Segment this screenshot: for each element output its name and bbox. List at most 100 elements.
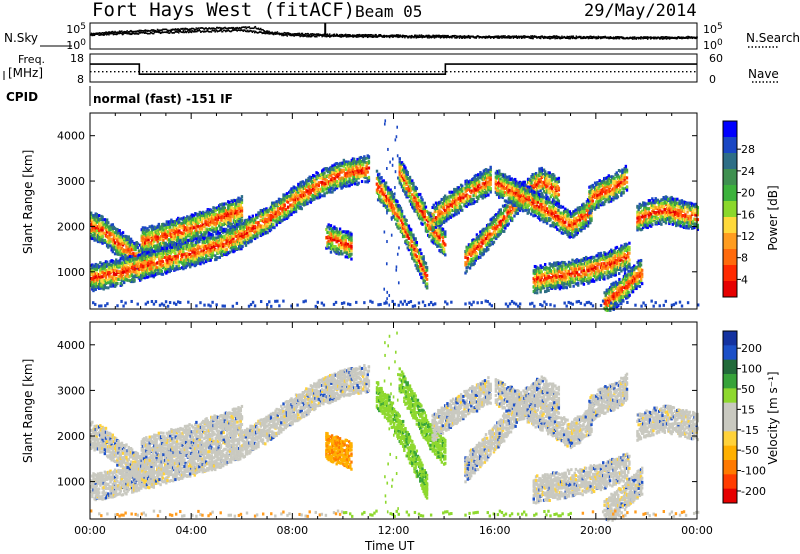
nsearch-point bbox=[125, 32, 128, 34]
nsearch-point bbox=[130, 32, 132, 35]
nsearch-point bbox=[358, 35, 361, 38]
nsky-point bbox=[571, 35, 574, 38]
nsky-point bbox=[228, 27, 231, 29]
nsearch-point bbox=[546, 37, 549, 39]
nsky-point bbox=[261, 28, 263, 31]
nsearch-point bbox=[401, 35, 403, 37]
power-cell bbox=[99, 261, 102, 265]
nsearch-point bbox=[402, 35, 405, 38]
nsky-point bbox=[258, 28, 260, 31]
nsky-point bbox=[178, 28, 181, 31]
nsky-point bbox=[316, 33, 318, 35]
nsearch-point bbox=[296, 34, 298, 37]
nsearch-point bbox=[235, 29, 238, 31]
nsearch-point bbox=[289, 34, 292, 37]
nsearch-point bbox=[369, 35, 372, 38]
nsearch-point bbox=[221, 31, 223, 33]
nsearch-point bbox=[155, 31, 157, 33]
nsky-point bbox=[303, 33, 306, 36]
power-cell bbox=[240, 213, 244, 217]
nsearch-point bbox=[262, 32, 264, 34]
nsearch-point bbox=[217, 30, 219, 32]
nsky-point bbox=[219, 28, 222, 30]
nsky-point bbox=[368, 34, 370, 36]
nsky-point bbox=[572, 35, 575, 37]
nsearch-point bbox=[286, 35, 289, 37]
nsearch-point bbox=[240, 29, 243, 31]
nsky-point bbox=[275, 31, 277, 34]
nsearch-point bbox=[186, 30, 188, 33]
power-cell bbox=[355, 171, 358, 175]
nsky-point bbox=[246, 26, 248, 28]
power-cell bbox=[241, 245, 244, 249]
nsky-point bbox=[362, 34, 364, 36]
nsky-point bbox=[695, 37, 697, 39]
nsky-point bbox=[130, 30, 133, 33]
nsky-point bbox=[124, 30, 126, 33]
nsky-point bbox=[278, 32, 281, 35]
nsky-point bbox=[568, 36, 570, 38]
nsearch-point bbox=[319, 34, 321, 36]
nsearch-point bbox=[256, 32, 259, 34]
power-cell bbox=[250, 239, 253, 243]
nsky-point bbox=[367, 34, 370, 36]
nsearch-point bbox=[492, 36, 494, 38]
nsearch-point bbox=[417, 36, 420, 39]
nsearch-point bbox=[244, 29, 246, 32]
nsearch-point bbox=[334, 34, 336, 37]
power-cell bbox=[169, 229, 172, 233]
nsearch-point bbox=[270, 32, 273, 35]
nsearch-point bbox=[137, 33, 139, 35]
nsky-point bbox=[125, 31, 128, 33]
nsky-point bbox=[230, 27, 232, 29]
nsearch-point bbox=[423, 36, 426, 38]
nsearch-point bbox=[107, 33, 109, 35]
nsky-point bbox=[226, 27, 229, 30]
power-cell bbox=[256, 215, 259, 219]
nsky-point bbox=[650, 37, 653, 40]
nsearch-point bbox=[342, 35, 345, 38]
nsky-point bbox=[144, 29, 147, 31]
nsearch-point bbox=[366, 36, 369, 39]
power-cell bbox=[94, 226, 97, 230]
nsky-point bbox=[283, 31, 285, 34]
nsearch-point bbox=[290, 34, 292, 37]
nsky-point bbox=[170, 28, 172, 31]
nsearch-point bbox=[109, 32, 112, 35]
nsky-point bbox=[215, 26, 218, 29]
nsearch-point bbox=[340, 36, 342, 38]
power-cell bbox=[329, 224, 333, 228]
nsearch-point bbox=[177, 30, 179, 33]
nsearch-point bbox=[395, 35, 397, 38]
nsky-point bbox=[240, 26, 243, 29]
nsearch-point bbox=[255, 31, 257, 33]
nsky-point bbox=[291, 33, 294, 35]
nsky-point bbox=[118, 31, 120, 34]
nsky-point bbox=[198, 28, 201, 31]
power-cell bbox=[187, 226, 190, 230]
nsky-point bbox=[237, 27, 240, 30]
power-cell bbox=[169, 225, 172, 229]
nsky-point bbox=[336, 33, 339, 36]
nsky-point bbox=[512, 36, 515, 39]
nsearch-point bbox=[174, 31, 176, 33]
nsky-point bbox=[678, 37, 681, 40]
nsky-point bbox=[504, 35, 506, 37]
nsky-point bbox=[281, 32, 283, 35]
power-cell bbox=[275, 223, 278, 227]
nsearch-point bbox=[374, 36, 377, 38]
nsearch-point bbox=[370, 35, 373, 38]
nsearch-point bbox=[357, 36, 359, 38]
nsky-point bbox=[310, 33, 312, 35]
nsky-point bbox=[635, 37, 638, 39]
nsearch-point bbox=[310, 35, 313, 38]
nsky-point bbox=[667, 36, 669, 38]
nsearch-point bbox=[265, 32, 267, 35]
nsky-point bbox=[130, 29, 132, 32]
nsky-point bbox=[369, 33, 372, 36]
nsky-point bbox=[229, 27, 232, 29]
nsearch-point bbox=[193, 30, 196, 33]
nsearch-point bbox=[400, 35, 402, 38]
nsearch-point bbox=[419, 36, 421, 38]
nsearch-point bbox=[119, 32, 122, 34]
